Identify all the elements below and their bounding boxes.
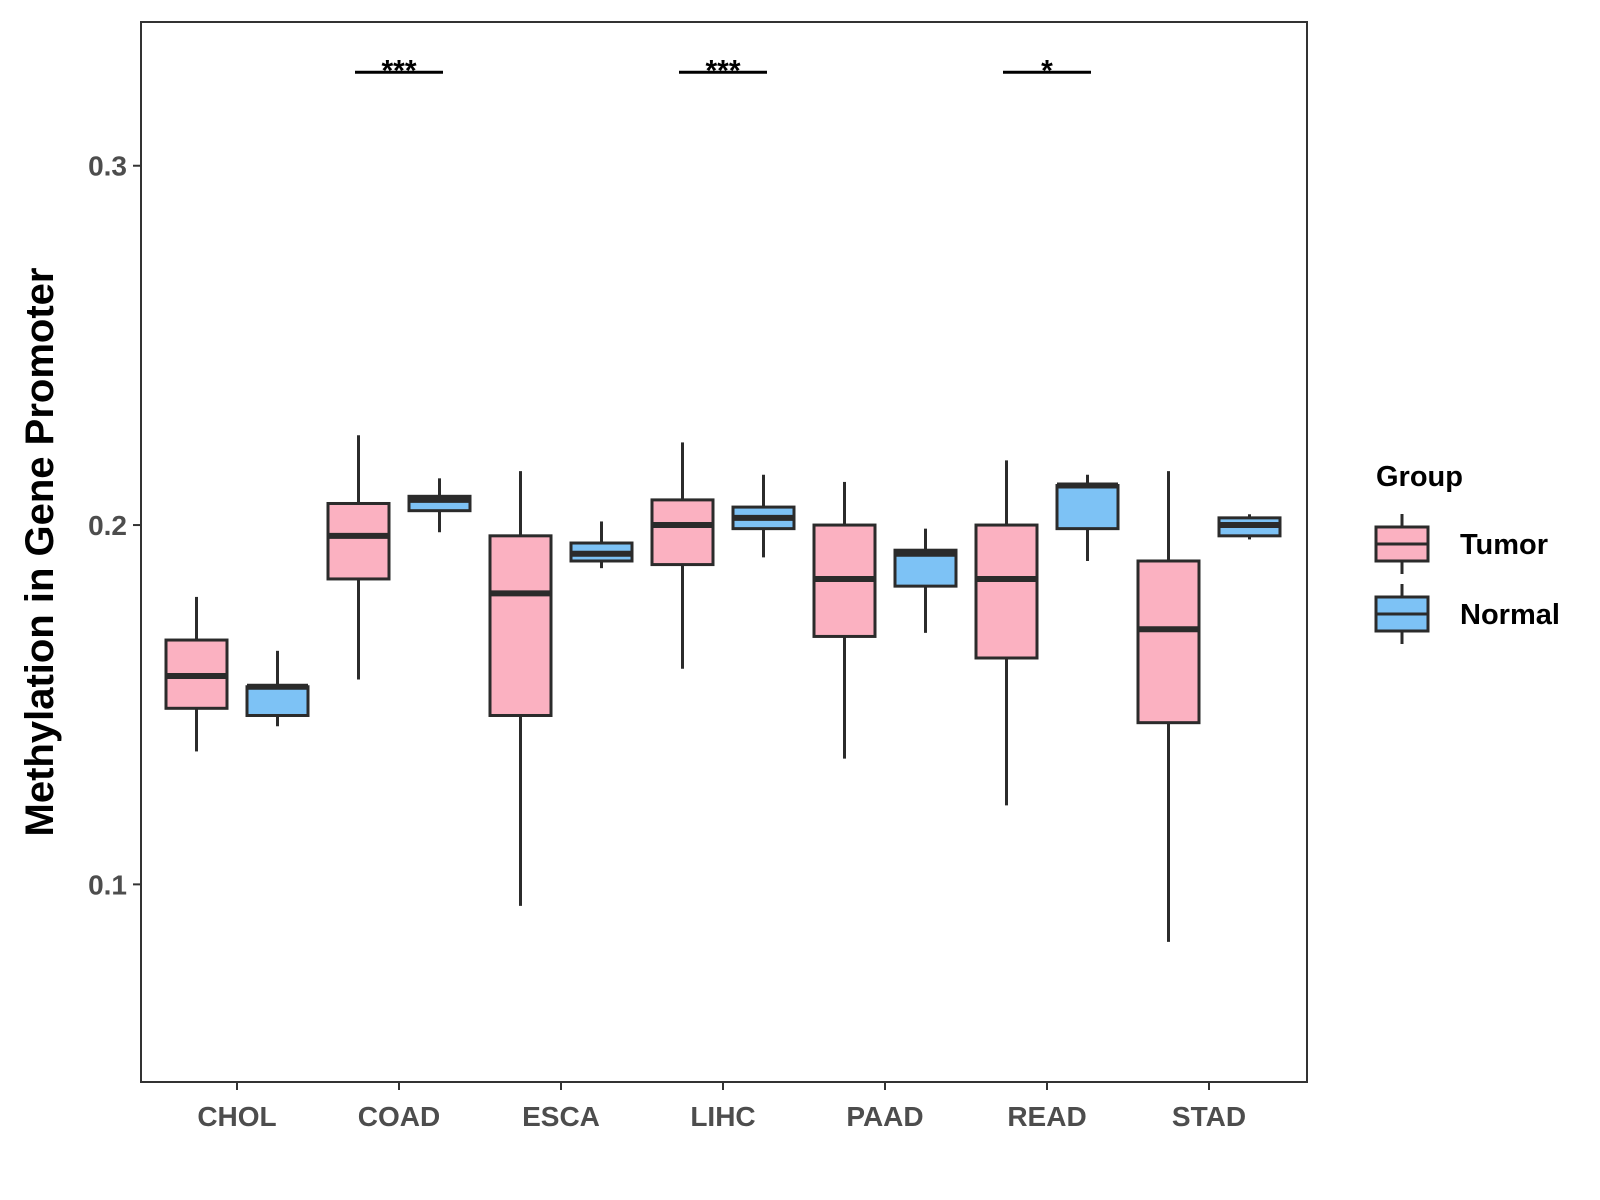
significance-label: *** [705, 54, 740, 87]
box-normal-coad [407, 478, 472, 533]
box-tumor-coad [326, 435, 391, 680]
x-tick-label: READ [1007, 1101, 1086, 1132]
box-body [488, 534, 553, 717]
box-body [974, 523, 1039, 660]
x-tick-label: CHOL [197, 1101, 276, 1132]
box-tumor-stad [1136, 471, 1201, 942]
box-normal-esca [569, 521, 634, 569]
legend-item-tumor: Tumor [1374, 514, 1548, 574]
plot-marks [164, 435, 1282, 942]
box-tumor-chol [164, 596, 229, 752]
box-normal-paad [893, 528, 958, 633]
significance-lihc: *** [679, 54, 767, 87]
box-tumor-read [974, 460, 1039, 806]
box-normal-chol [245, 650, 310, 727]
legend-label: Normal [1460, 599, 1560, 631]
y-tick-label: 0.1 [88, 869, 127, 900]
y-tick-label: 0.2 [88, 510, 127, 541]
y-axis-title: Methylation in Gene Promoter [18, 268, 62, 837]
x-tick-label: COAD [358, 1101, 440, 1132]
box-body [1055, 484, 1120, 531]
x-tick-label: LIHC [690, 1101, 755, 1132]
significance-annotations: *** *** * [355, 54, 1091, 87]
legend-title: Group [1376, 461, 1463, 493]
x-axis: CHOL COAD ESCA LIHC PAAD READ STAD [197, 1082, 1246, 1132]
significance-label: * [1041, 54, 1053, 87]
box-body [245, 685, 310, 717]
box-body [1136, 559, 1201, 725]
box-body [326, 501, 391, 581]
significance-label: *** [381, 54, 416, 87]
x-tick-label: STAD [1172, 1101, 1246, 1132]
legend-label: Tumor [1460, 529, 1548, 561]
legend-item-normal: Normal [1374, 584, 1560, 644]
box-normal-read [1055, 474, 1120, 561]
y-tick-label: 0.3 [88, 151, 127, 182]
legend: Group Tumor Normal [1374, 461, 1560, 644]
box-tumor-paad [812, 481, 877, 759]
significance-coad: *** [355, 54, 443, 87]
box-body [650, 498, 715, 567]
significance-read: * [1003, 54, 1091, 87]
box-tumor-esca [488, 471, 553, 906]
box-normal-lihc [731, 474, 796, 558]
box-tumor-lihc [650, 442, 715, 669]
y-axis: 0.1 0.2 0.3 [88, 151, 141, 900]
box-normal-stad [1217, 514, 1282, 540]
x-tick-label: PAAD [846, 1101, 923, 1132]
x-tick-label: ESCA [522, 1101, 600, 1132]
